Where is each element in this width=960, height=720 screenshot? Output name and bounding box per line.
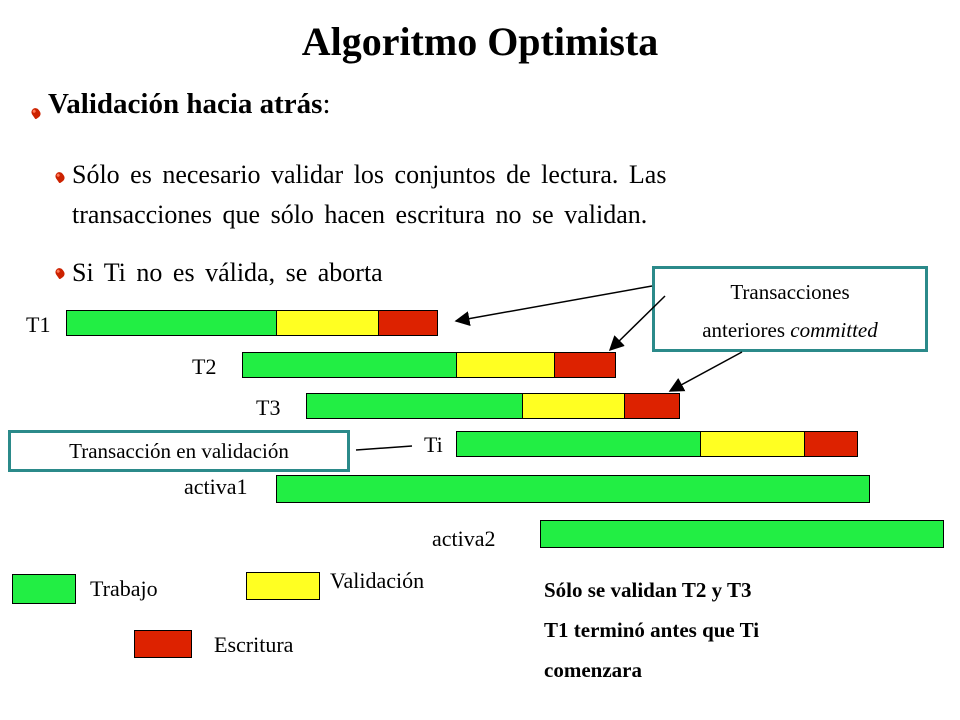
note-line-3: comenzara bbox=[544, 658, 642, 682]
arrow-to-t1 bbox=[454, 285, 653, 327]
t3-validation-bar bbox=[522, 393, 626, 419]
t1-write-bar bbox=[378, 310, 438, 336]
ti-work-bar bbox=[456, 431, 702, 457]
legend-write-swatch bbox=[134, 630, 192, 658]
committed-callout: Transacciones anteriores committed bbox=[652, 266, 928, 352]
bullet-text-1: Sólo es necesario validar los conjuntos … bbox=[72, 160, 667, 189]
legend-work-label: Trabajo bbox=[90, 576, 158, 601]
t3-work-bar bbox=[306, 393, 524, 419]
legend-work-swatch bbox=[12, 574, 76, 604]
activa1-label: activa1 bbox=[184, 474, 248, 499]
bullet-text-2: transacciones que sólo hacen escritura n… bbox=[72, 200, 648, 229]
bullet-text-3: Si Ti no es válida, se aborta bbox=[72, 258, 383, 287]
arrow-to-t2 bbox=[608, 295, 666, 352]
ti-validation-bar bbox=[700, 431, 806, 457]
activa2-work-bar bbox=[540, 520, 944, 548]
slide-title: Algoritmo Optimista bbox=[301, 19, 659, 64]
t3-write-bar bbox=[624, 393, 680, 419]
arrow-to-t3 bbox=[668, 351, 743, 392]
legend-validation-label: Validación bbox=[330, 568, 425, 593]
t3-label: T3 bbox=[256, 395, 281, 420]
t2-label: T2 bbox=[192, 354, 217, 379]
ti-label: Ti bbox=[424, 432, 443, 457]
committed-callout-line1: Transacciones bbox=[730, 280, 850, 304]
ti-write-bar bbox=[804, 431, 858, 457]
t2-write-bar bbox=[554, 352, 616, 378]
committed-callout-line2: anteriores committed bbox=[702, 318, 878, 342]
activa1-work-bar bbox=[276, 475, 870, 503]
heading-colon: : bbox=[322, 88, 331, 120]
section-heading: Validación hacia atrás: bbox=[48, 88, 331, 121]
note-line-1: Sólo se validan T2 y T3 bbox=[544, 578, 752, 602]
heading-text: Validación hacia atrás bbox=[48, 88, 323, 120]
legend-validation-swatch bbox=[246, 572, 320, 600]
t1-validation-bar bbox=[276, 310, 380, 336]
validating-callout: Transacción en validación bbox=[8, 430, 350, 472]
t2-validation-bar bbox=[456, 352, 556, 378]
note-line-2: T1 terminó antes que Ti bbox=[544, 618, 760, 642]
t1-label: T1 bbox=[26, 312, 51, 337]
arrow-from-validating-callout bbox=[355, 445, 413, 451]
activa2-label: activa2 bbox=[432, 526, 496, 551]
legend-write-label: Escritura bbox=[214, 632, 294, 657]
